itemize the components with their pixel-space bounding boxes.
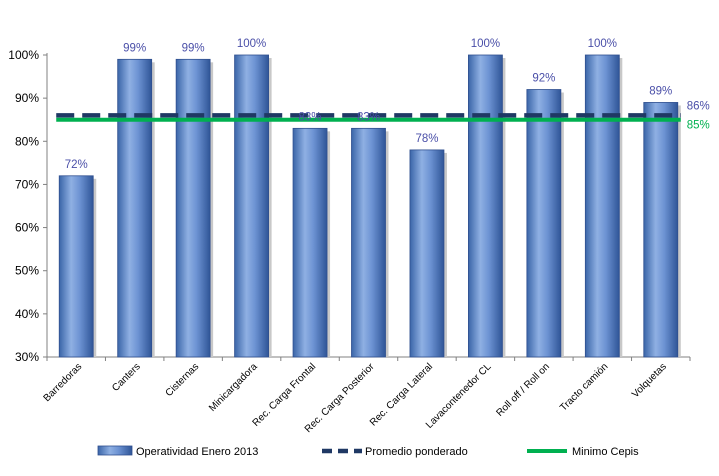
y-tick-label: 100%: [8, 48, 39, 62]
bar: [584, 54, 620, 358]
chart-data-labels: 72% 99% 99% 100% 83% 83% 78% 100% 92% 100% 89% 86% 8…: [65, 38, 710, 171]
bar: [409, 149, 445, 358]
bar: [234, 54, 269, 358]
x-tick-label: Minicargadora: [207, 361, 260, 414]
x-tick-label: Lavacontenedor CL: [424, 361, 494, 431]
bar-value-label: 100%: [237, 38, 266, 50]
bar-value-label: 83%: [357, 111, 380, 123]
x-tick-label: Barredoras: [42, 361, 85, 404]
x-tick-label: Volquetas: [630, 361, 669, 400]
y-tick-label: 60%: [15, 221, 39, 235]
legend-label-bars: Operatividad Enero 2013: [136, 446, 258, 458]
bar-value-label: 99%: [123, 42, 146, 54]
y-tick-label: 70%: [15, 177, 39, 191]
bar-value-label: 89%: [649, 85, 672, 97]
chart-legend: Operatividad Enero 2013 Promedio ponderad…: [97, 445, 639, 458]
bar: [643, 102, 679, 358]
legend-swatch-bars: [97, 445, 133, 456]
bar: [468, 54, 503, 358]
bar-value-label: 100%: [471, 38, 500, 50]
y-tick-label: 40%: [15, 307, 39, 321]
chart-bars: [58, 54, 681, 358]
bar-value-label: 92%: [532, 73, 555, 85]
y-tick-label: 50%: [15, 264, 39, 278]
legend-label-promedio: Promedio ponderado: [365, 446, 468, 458]
minimo-value-label: 85%: [687, 120, 710, 132]
x-tick-label: Tracto camión: [558, 361, 610, 413]
bar-value-label: 72%: [65, 159, 88, 171]
bar: [175, 58, 211, 358]
x-tick-label: Roll off / Roll on: [494, 361, 552, 419]
y-tick-label: 90%: [15, 91, 39, 105]
x-tick-label: Canters: [110, 361, 143, 394]
bar-value-label: 100%: [588, 38, 617, 50]
bar: [117, 58, 153, 358]
bar: [292, 127, 328, 358]
y-tick-label: 30%: [15, 350, 39, 364]
x-tick-label: Cisternas: [164, 361, 202, 399]
bar-value-label: 83%: [299, 111, 322, 123]
x-tick-label: Rec. Carga Frontal: [251, 361, 319, 429]
bar: [58, 175, 94, 358]
bar-value-label: 78%: [415, 133, 438, 145]
y-tick-label: 80%: [15, 134, 39, 148]
promedio-value-label: 86%: [687, 100, 710, 112]
bar: [526, 89, 562, 358]
bar-value-label: 99%: [182, 42, 205, 54]
legend-label-minimo: Minimo Cepis: [572, 446, 639, 458]
chart-reference-lines: [56, 113, 681, 122]
bar: [351, 127, 386, 358]
x-tick-label: Rec. Carga Lateral: [368, 361, 435, 428]
